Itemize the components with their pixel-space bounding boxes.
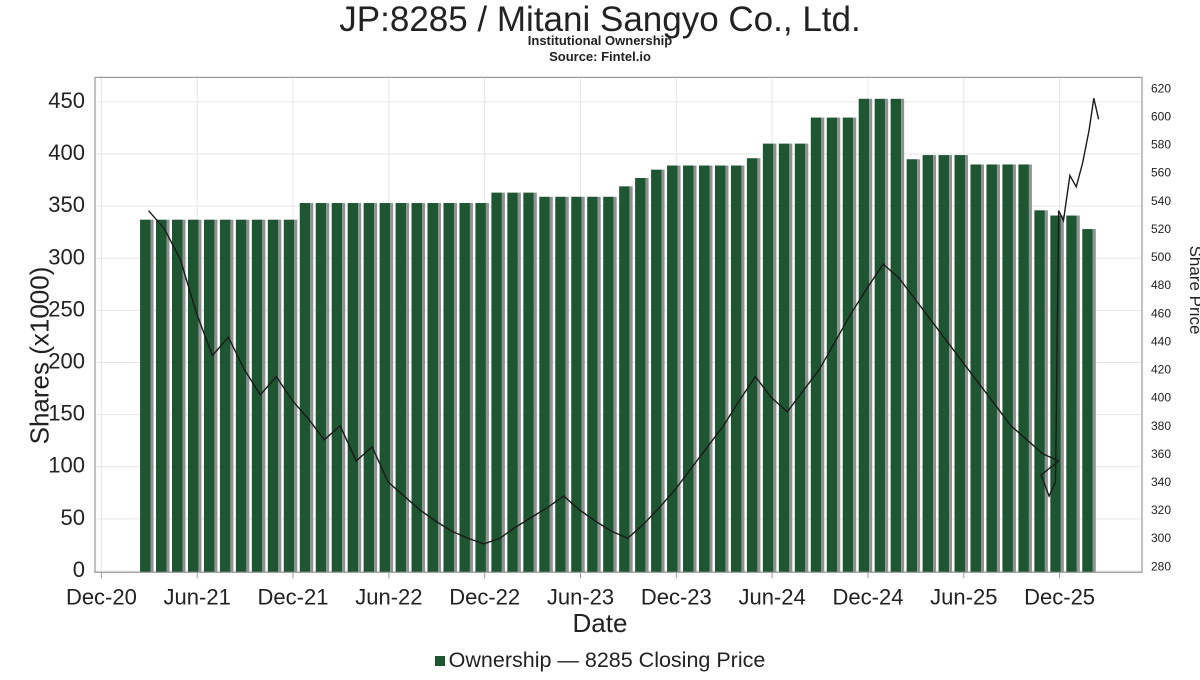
- svg-text:Dec-22: Dec-22: [449, 584, 520, 609]
- svg-text:Dec-23: Dec-23: [641, 584, 712, 609]
- svg-text:320: 320: [1151, 503, 1171, 517]
- svg-text:560: 560: [1151, 166, 1171, 180]
- svg-text:350: 350: [48, 192, 85, 217]
- svg-text:0: 0: [73, 557, 85, 582]
- svg-text:380: 380: [1151, 419, 1171, 433]
- svg-text:250: 250: [48, 296, 85, 321]
- svg-text:Jun-24: Jun-24: [738, 584, 805, 609]
- svg-text:580: 580: [1151, 138, 1171, 152]
- svg-text:420: 420: [1151, 363, 1171, 377]
- svg-text:620: 620: [1151, 81, 1171, 95]
- svg-text:480: 480: [1151, 278, 1171, 292]
- svg-text:300: 300: [48, 244, 85, 269]
- svg-text:150: 150: [48, 401, 85, 426]
- svg-text:Dec-21: Dec-21: [258, 584, 329, 609]
- svg-text:Jun-23: Jun-23: [547, 584, 614, 609]
- svg-text:Jun-25: Jun-25: [930, 584, 997, 609]
- svg-text:400: 400: [48, 140, 85, 165]
- svg-text:400: 400: [1151, 391, 1171, 405]
- svg-text:540: 540: [1151, 194, 1171, 208]
- svg-text:440: 440: [1151, 334, 1171, 348]
- svg-text:340: 340: [1151, 475, 1171, 489]
- svg-text:300: 300: [1151, 531, 1171, 545]
- svg-text:500: 500: [1151, 250, 1171, 264]
- svg-text:360: 360: [1151, 447, 1171, 461]
- svg-text:Jun-22: Jun-22: [355, 584, 422, 609]
- svg-text:600: 600: [1151, 110, 1171, 124]
- svg-text:Jun-21: Jun-21: [164, 584, 231, 609]
- svg-text:280: 280: [1151, 559, 1171, 573]
- svg-text:450: 450: [48, 88, 85, 113]
- svg-text:200: 200: [48, 349, 85, 374]
- svg-text:Dec-20: Dec-20: [66, 584, 137, 609]
- svg-text:100: 100: [48, 453, 85, 478]
- svg-text:Dec-24: Dec-24: [833, 584, 904, 609]
- svg-text:520: 520: [1151, 222, 1171, 236]
- svg-text:Dec-25: Dec-25: [1024, 584, 1095, 609]
- svg-text:460: 460: [1151, 306, 1171, 320]
- svg-text:50: 50: [61, 505, 85, 530]
